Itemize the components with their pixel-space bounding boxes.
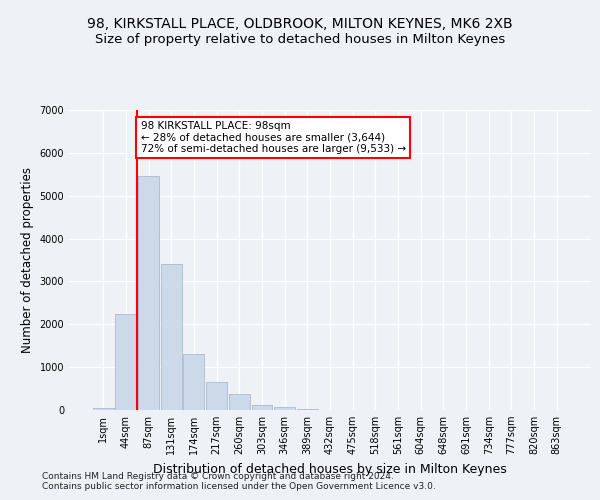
Bar (184, 354, 205, 410)
Bar (138, 176, 159, 410)
Bar (274, 408, 295, 410)
Y-axis label: Number of detached properties: Number of detached properties (21, 167, 34, 353)
Text: Size of property relative to detached houses in Milton Keynes: Size of property relative to detached ho… (95, 32, 505, 46)
Text: 98, KIRKSTALL PLACE, OLDBROOK, MILTON KEYNES, MK6 2XB: 98, KIRKSTALL PLACE, OLDBROOK, MILTON KE… (87, 18, 513, 32)
Bar (251, 405, 272, 410)
X-axis label: Distribution of detached houses by size in Milton Keynes: Distribution of detached houses by size … (153, 462, 507, 475)
Bar (229, 394, 250, 410)
Bar (115, 314, 136, 410)
Bar (93, 408, 113, 410)
Bar (161, 264, 182, 410)
Bar (206, 382, 227, 410)
Text: 98 KIRKSTALL PLACE: 98sqm
← 28% of detached houses are smaller (3,644)
72% of se: 98 KIRKSTALL PLACE: 98sqm ← 28% of detac… (140, 120, 406, 154)
Text: Contains HM Land Registry data © Crown copyright and database right 2024.: Contains HM Land Registry data © Crown c… (42, 472, 394, 481)
Text: Contains public sector information licensed under the Open Government Licence v3: Contains public sector information licen… (42, 482, 436, 491)
